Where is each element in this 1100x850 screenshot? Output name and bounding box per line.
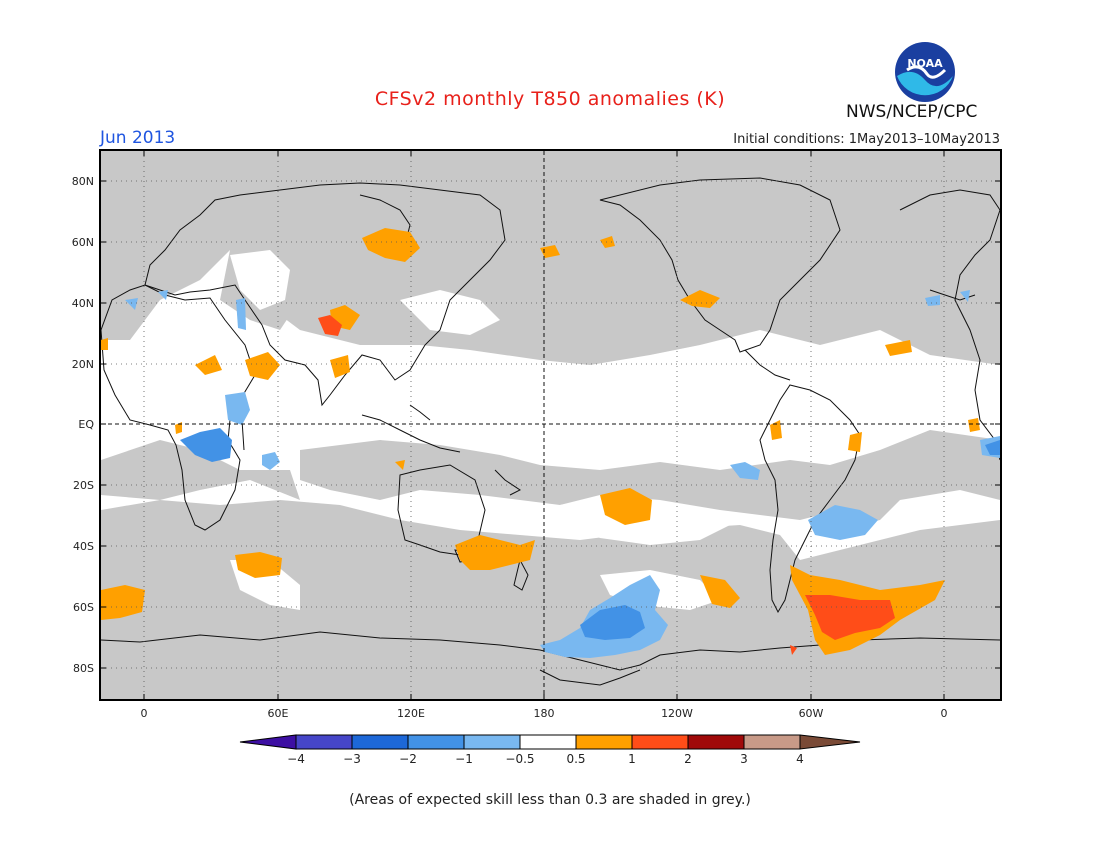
lat-label-60s: 60S (73, 601, 94, 614)
lon-label-60w: 60W (799, 707, 824, 720)
colorbar-label-m05: −0.5 (505, 752, 534, 766)
colorbar-label-p3: 3 (740, 752, 748, 766)
agency-label: NWS/NCEP/CPC (846, 102, 978, 122)
colorbar-seg-7 (631, 734, 689, 750)
lon-label-0-east: 0 (941, 707, 948, 720)
colorbar-seg-8 (687, 734, 745, 750)
colorbar-seg-6 (575, 734, 633, 750)
initial-conditions: Initial conditions: 1May2013–10May2013 (733, 132, 1000, 147)
colorbar-seg-10 (799, 734, 861, 750)
lat-label-40s: 40S (73, 540, 94, 553)
lon-label-0: 0 (141, 707, 148, 720)
lat-label-80s: 80S (73, 662, 94, 675)
colorbar-seg-1 (295, 734, 353, 750)
lat-label-80n: 80N (72, 175, 94, 188)
colorbar-seg-3 (407, 734, 465, 750)
lon-label-120e: 120E (397, 707, 425, 720)
lat-label-60n: 60N (72, 236, 94, 249)
colorbar-label-m3: −3 (343, 752, 361, 766)
colorbar-label-p2: 2 (684, 752, 692, 766)
colorbar-label-p1: 1 (628, 752, 636, 766)
svg-text:NOAA: NOAA (907, 57, 943, 70)
colorbar-label-p4: 4 (796, 752, 804, 766)
colorbar-seg-4 (463, 734, 521, 750)
warm-anomalies-1-2 (318, 315, 895, 655)
forecast-month: Jun 2013 (100, 128, 176, 148)
colorbar-seg-9 (743, 734, 801, 750)
lat-label-20n: 20N (72, 358, 94, 371)
lon-label-60e: 60E (268, 707, 289, 720)
noaa-logo: NOAA (895, 42, 955, 102)
colorbar-label-m1: −1 (455, 752, 473, 766)
colorbar-label-m2: −2 (399, 752, 417, 766)
lon-label-180: 180 (534, 707, 555, 720)
lat-label-20s: 20S (73, 479, 94, 492)
map-title: CFSv2 monthly T850 anomalies (K) (374, 88, 726, 110)
colorbar-seg-5 (519, 734, 577, 750)
cool-anomalies-1-2 (180, 428, 1000, 640)
colorbar-seg-0 (239, 734, 297, 750)
anomaly-map: 80N 60N 40N 20N EQ 20S 40S 60S 80S 0 60E… (72, 149, 1002, 766)
colorbar-label-p05: 0.5 (566, 752, 585, 766)
map-frame (99, 149, 1002, 701)
latitude-axis (100, 180, 1001, 669)
longitude-axis (143, 150, 945, 700)
lon-label-120w: 120W (661, 707, 693, 720)
colorbar (239, 734, 861, 750)
lat-label-40n: 40N (72, 297, 94, 310)
lat-label-eq: EQ (78, 418, 94, 431)
colorbar-seg-2 (351, 734, 409, 750)
colorbar-label-m4: −4 (287, 752, 305, 766)
skill-footnote: (Areas of expected skill less than 0.3 a… (349, 792, 751, 808)
